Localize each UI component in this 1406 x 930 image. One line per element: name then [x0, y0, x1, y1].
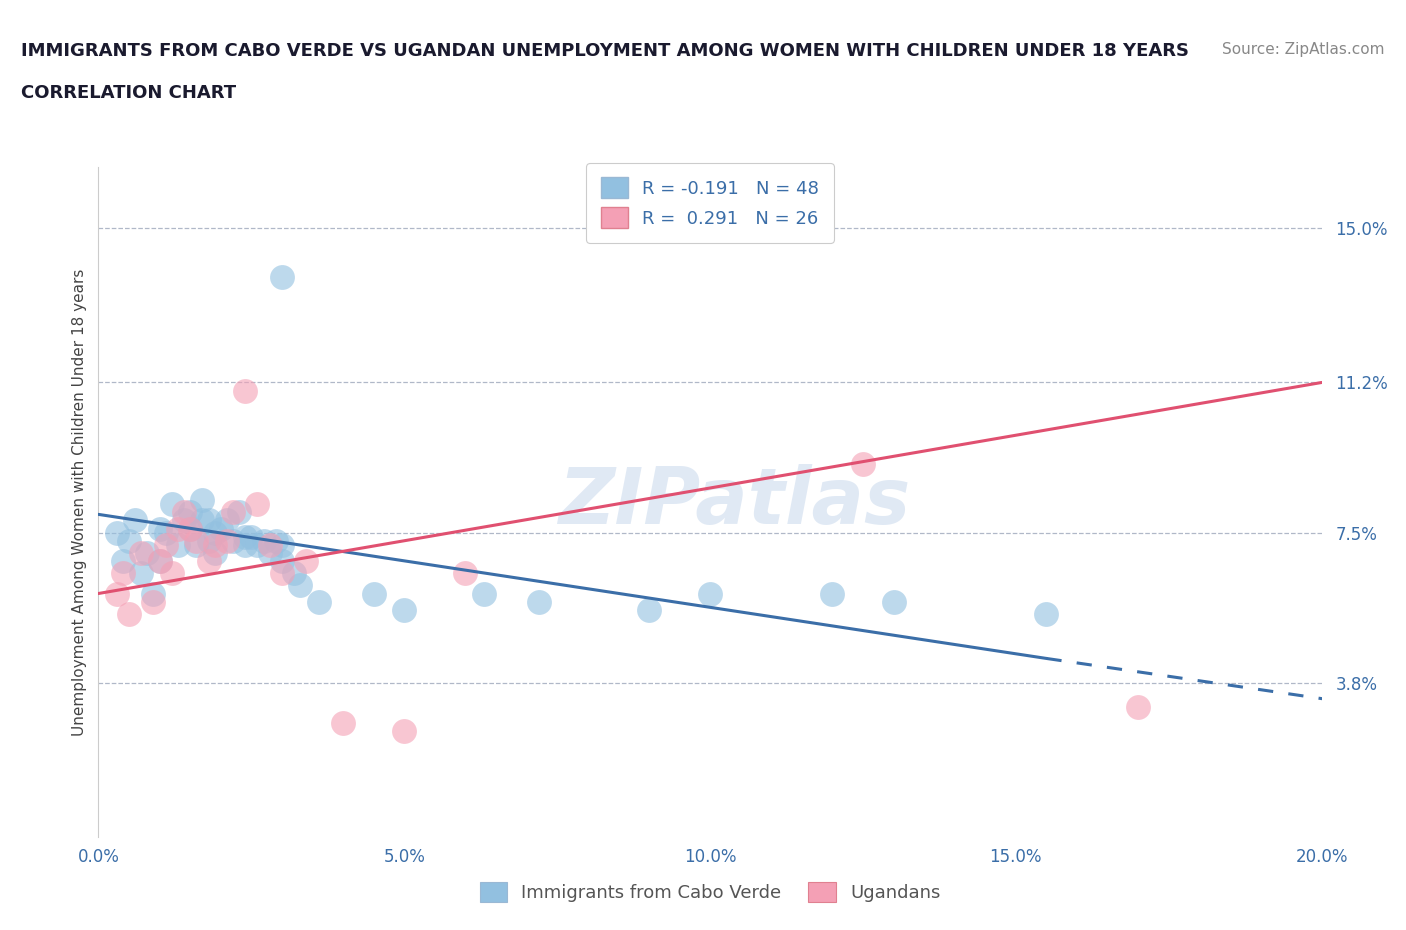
Point	[392, 724, 416, 739]
Point	[167, 538, 190, 552]
Point	[179, 521, 201, 536]
Point	[454, 565, 477, 580]
Text: CORRELATION CHART: CORRELATION CHART	[21, 84, 236, 101]
Point	[111, 553, 134, 568]
Point	[233, 538, 256, 552]
Text: Source: ZipAtlas.com: Source: ZipAtlas.com	[1222, 42, 1385, 57]
Point	[197, 553, 219, 568]
Point	[142, 594, 165, 609]
Point	[155, 538, 177, 552]
Point	[363, 586, 385, 601]
Point	[129, 565, 152, 580]
Point	[240, 529, 263, 544]
Point	[215, 533, 238, 548]
Point	[167, 521, 190, 536]
Point	[252, 533, 274, 548]
Point	[105, 586, 128, 601]
Point	[264, 533, 287, 548]
Point	[472, 586, 495, 601]
Point	[699, 586, 721, 601]
Point	[186, 538, 208, 552]
Point	[222, 533, 245, 548]
Point	[1128, 699, 1150, 714]
Point	[228, 505, 250, 520]
Text: IMMIGRANTS FROM CABO VERDE VS UGANDAN UNEMPLOYMENT AMONG WOMEN WITH CHILDREN UND: IMMIGRANTS FROM CABO VERDE VS UGANDAN UN…	[21, 42, 1189, 60]
Point	[246, 538, 269, 552]
Point	[173, 505, 195, 520]
Point	[209, 521, 232, 536]
Point	[233, 383, 256, 398]
Point	[883, 594, 905, 609]
Text: ZIPatlas: ZIPatlas	[558, 464, 911, 540]
Point	[136, 546, 159, 561]
Point	[1035, 606, 1057, 621]
Point	[308, 594, 330, 609]
Point	[392, 603, 416, 618]
Point	[259, 546, 281, 561]
Point	[821, 586, 844, 601]
Point	[283, 565, 305, 580]
Point	[179, 505, 201, 520]
Point	[222, 505, 245, 520]
Point	[204, 546, 226, 561]
Point	[155, 525, 177, 540]
Point	[204, 525, 226, 540]
Point	[149, 553, 172, 568]
Point	[259, 538, 281, 552]
Point	[186, 533, 208, 548]
Point	[191, 513, 214, 528]
Point	[197, 533, 219, 548]
Point	[204, 538, 226, 552]
Point	[118, 533, 141, 548]
Point	[527, 594, 550, 609]
Point	[124, 513, 146, 528]
Point	[270, 565, 292, 580]
Point	[852, 457, 875, 472]
Point	[233, 529, 256, 544]
Point	[246, 497, 269, 512]
Point	[111, 565, 134, 580]
Point	[142, 586, 165, 601]
Point	[290, 578, 312, 592]
Point	[215, 513, 238, 528]
Point	[295, 553, 318, 568]
Point	[197, 513, 219, 528]
Point	[191, 493, 214, 508]
Point	[270, 538, 292, 552]
Point	[105, 525, 128, 540]
Point	[173, 513, 195, 528]
Point	[129, 546, 152, 561]
Legend: Immigrants from Cabo Verde, Ugandans: Immigrants from Cabo Verde, Ugandans	[467, 869, 953, 915]
Point	[270, 270, 292, 285]
Point	[332, 716, 354, 731]
Point	[160, 497, 183, 512]
Point	[637, 603, 661, 618]
Point	[118, 606, 141, 621]
Point	[179, 521, 201, 536]
Y-axis label: Unemployment Among Women with Children Under 18 years: Unemployment Among Women with Children U…	[72, 269, 87, 736]
Point	[149, 553, 172, 568]
Point	[149, 521, 172, 536]
Point	[270, 553, 292, 568]
Point	[160, 565, 183, 580]
